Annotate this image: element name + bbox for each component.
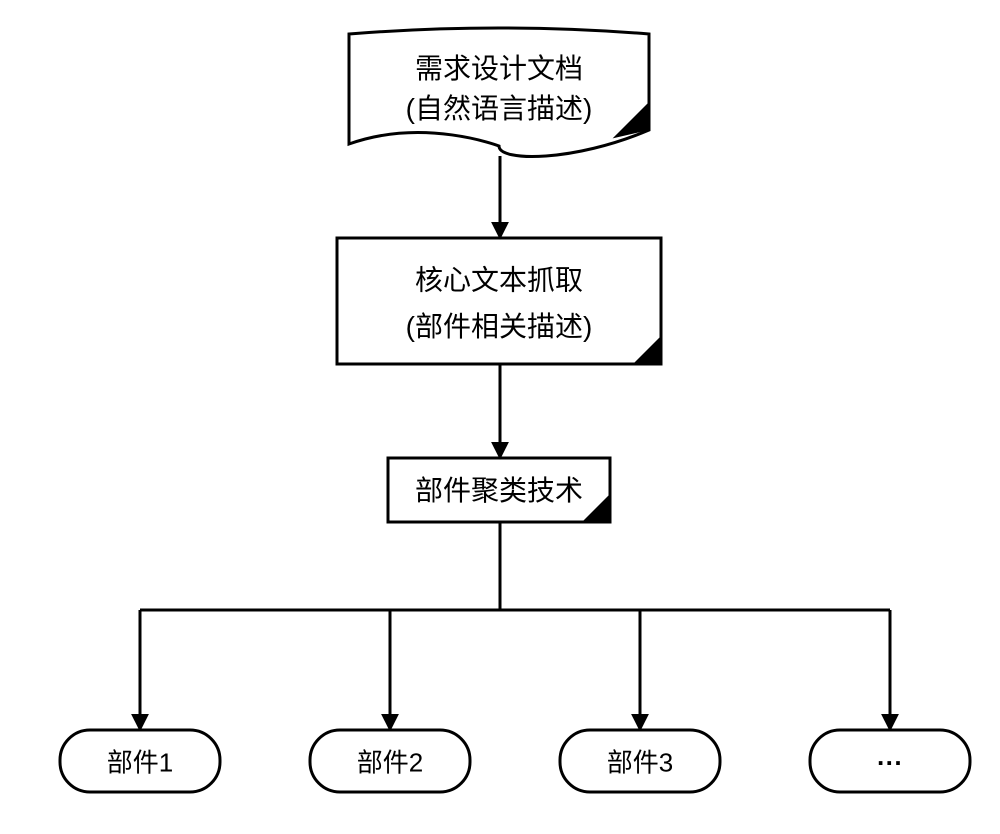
doc-title: 需求设计文档 xyxy=(415,53,583,84)
leaf-label-0: 部件1 xyxy=(107,748,173,778)
cluster-title: 部件聚类技术 xyxy=(415,475,583,506)
extract-subtitle: (部件相关描述) xyxy=(406,311,593,342)
extract-title: 核心文本抓取 xyxy=(415,264,583,295)
leaf-label-1: 部件2 xyxy=(357,748,423,778)
doc-subtitle: (自然语言描述) xyxy=(406,93,593,124)
extract-node xyxy=(337,238,661,364)
leaf-label-3: ··· xyxy=(877,748,903,778)
leaf-label-2: 部件3 xyxy=(607,748,673,778)
flowchart-canvas: 需求设计文档 (自然语言描述) 核心文本抓取 (部件相关描述) 部件聚类技术部件1 部件2… xyxy=(0,0,1000,834)
